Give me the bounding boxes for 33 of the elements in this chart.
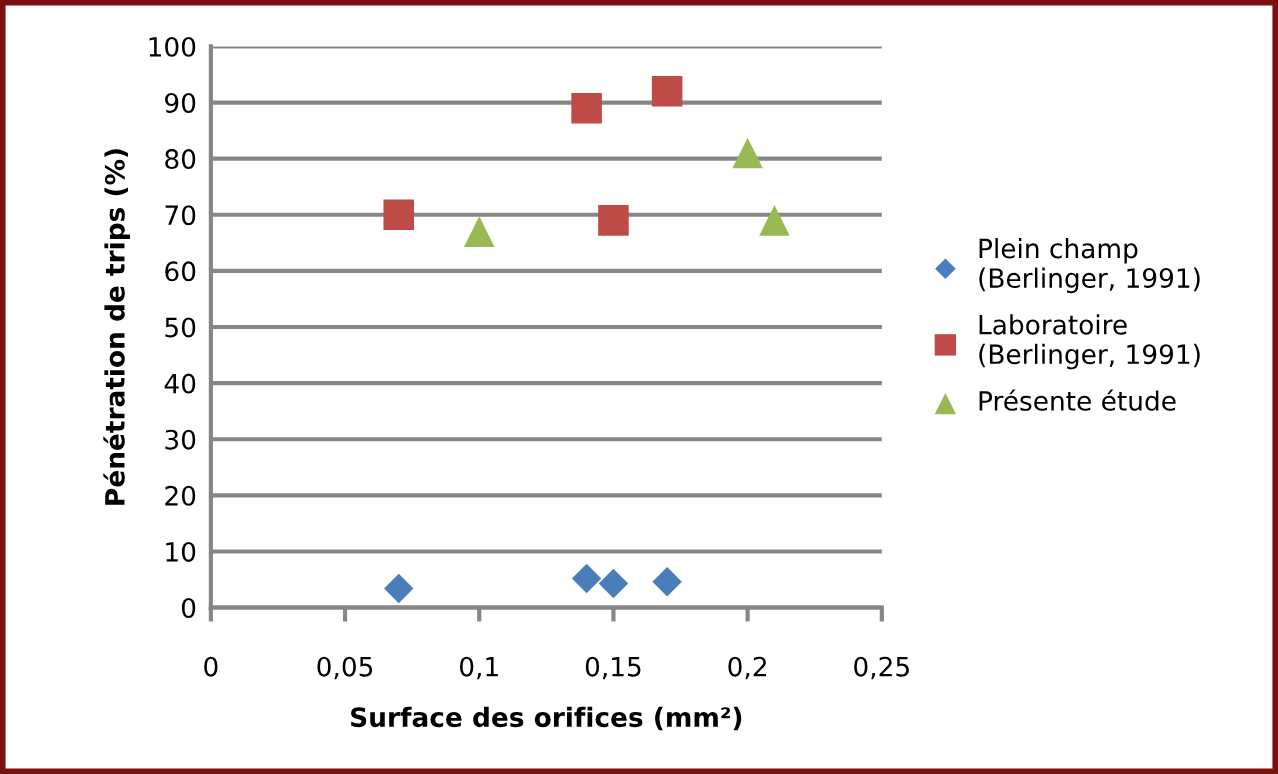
- y-tick-label: 100: [149, 36, 196, 57]
- point: [571, 92, 602, 124]
- point: [732, 137, 763, 169]
- y-tick-label: 80: [165, 149, 196, 170]
- point: [463, 216, 495, 247]
- point: [598, 205, 629, 236]
- point: [383, 199, 415, 231]
- point: [384, 573, 414, 604]
- y-tick-label: 60: [165, 261, 196, 282]
- y-tick-label: 50: [165, 317, 196, 338]
- x-tick-label: 0: [204, 656, 218, 677]
- point: [652, 567, 682, 597]
- x-tick-label: 0,25: [854, 656, 909, 680]
- y-tick-label: 10: [166, 541, 196, 562]
- point: [759, 205, 790, 236]
- y-axis-title: Pénétration de trips (%): [103, 149, 130, 505]
- x-tick-label: 0,1: [460, 656, 498, 680]
- x-tick-label: 0,2: [728, 656, 766, 680]
- legend-label: Plein champ (Berlinger, 1991): [979, 238, 1200, 294]
- y-tick-label: 70: [165, 205, 196, 226]
- y-tick-label: 40: [164, 373, 196, 394]
- x-tick-label: 0,05: [317, 656, 373, 680]
- point: [651, 76, 683, 107]
- legend-label: Laboratoire (Berlinger, 1991): [979, 314, 1200, 370]
- y-tick-label: 30: [165, 429, 196, 450]
- x-axis-title: Surface des orifices (mm²): [351, 706, 742, 731]
- y-tick-label: 0: [181, 598, 196, 618]
- y-tick-label: 20: [165, 485, 196, 506]
- legend-label: Présente étude: [979, 389, 1176, 411]
- point: [598, 568, 629, 599]
- x-tick-label: 0,15: [585, 656, 641, 680]
- y-tick-label: 90: [165, 93, 196, 113]
- point: [571, 563, 602, 594]
